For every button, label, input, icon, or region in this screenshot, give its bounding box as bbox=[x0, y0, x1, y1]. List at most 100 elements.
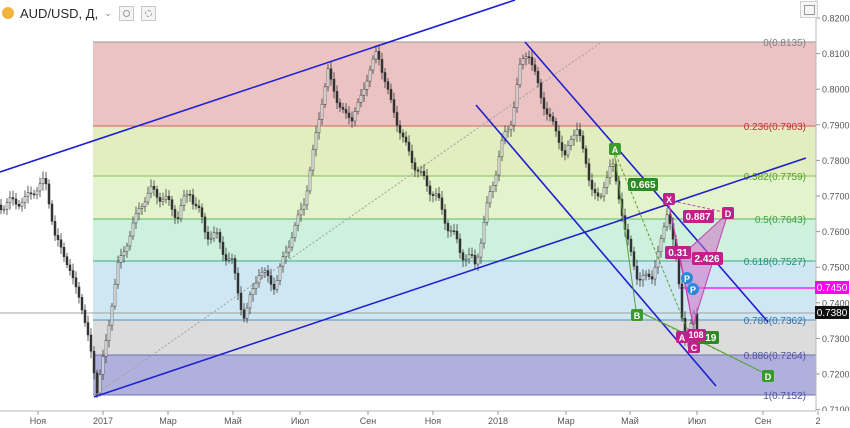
fib-band-0 bbox=[93, 42, 816, 126]
candle-body bbox=[665, 214, 669, 228]
candle-body bbox=[605, 177, 609, 188]
time-tick-label: Мар bbox=[159, 416, 177, 426]
candle-body bbox=[362, 89, 366, 96]
abcd-legs bbox=[613, 149, 769, 376]
candle-body bbox=[635, 266, 639, 280]
settings-icon[interactable] bbox=[140, 5, 156, 21]
candle-body bbox=[473, 255, 477, 265]
ratio-badge-2426 bbox=[692, 252, 723, 265]
candle-body bbox=[359, 94, 363, 103]
harmonic-pattern[interactable] bbox=[667, 199, 730, 326]
candle-body bbox=[290, 237, 294, 248]
candle-body bbox=[275, 280, 279, 290]
candle-body bbox=[509, 124, 513, 131]
candle-body bbox=[14, 198, 18, 205]
candle-body bbox=[485, 202, 489, 223]
candle-body bbox=[0, 204, 3, 211]
candle-body bbox=[596, 192, 600, 197]
candle-body bbox=[68, 264, 72, 271]
candle-body bbox=[656, 251, 660, 268]
candle-body bbox=[602, 187, 606, 197]
harmonic-xd-line bbox=[667, 199, 729, 214]
candle-body bbox=[107, 324, 111, 341]
price-axis[interactable]: 0.8200 0.8100 0.8000 0.7900 0.7800 0.7700 0.76… bbox=[815, 0, 850, 415]
candle-body bbox=[680, 283, 684, 319]
candle-body bbox=[50, 203, 54, 222]
candle-body bbox=[368, 69, 372, 82]
candle-body bbox=[38, 183, 42, 192]
candle-body bbox=[116, 262, 120, 285]
candle-body bbox=[422, 170, 426, 177]
candle-body bbox=[350, 117, 354, 122]
candle-body bbox=[578, 129, 582, 136]
candle-body bbox=[260, 271, 264, 276]
candle-body bbox=[215, 232, 219, 234]
candle-body bbox=[254, 282, 258, 289]
candle-body bbox=[140, 206, 144, 209]
abcd-ratio-line-2 bbox=[635, 309, 769, 376]
candle-body bbox=[626, 229, 630, 240]
symbol-name: AUD/USD bbox=[20, 5, 79, 21]
pattern-marker-p1 bbox=[681, 272, 693, 284]
ratio-badge-31 bbox=[665, 246, 691, 259]
time-tick-label: 2 bbox=[815, 416, 820, 426]
target-price-badge bbox=[815, 281, 849, 294]
candle-body bbox=[581, 135, 585, 149]
candle-body bbox=[377, 51, 381, 60]
lower-channel-line[interactable] bbox=[93, 157, 807, 398]
candle-body bbox=[329, 68, 333, 80]
candle-body bbox=[530, 56, 534, 66]
candle-body bbox=[470, 254, 474, 256]
time-tick-label: Сен bbox=[755, 416, 772, 426]
ratio-31: 0.31 bbox=[668, 248, 688, 259]
upper-channel-line[interactable] bbox=[0, 0, 516, 173]
candle-body bbox=[209, 237, 213, 240]
target-price-badge-text: 0.7450 bbox=[817, 283, 848, 294]
abcd-pattern[interactable] bbox=[613, 149, 769, 376]
candle-body bbox=[521, 58, 525, 65]
candle-body bbox=[539, 82, 543, 99]
candle-body bbox=[32, 193, 36, 196]
fullscreen-icon[interactable] bbox=[800, 1, 818, 18]
point-b-label: B bbox=[634, 311, 641, 321]
candle-body bbox=[221, 241, 225, 255]
candle-body bbox=[695, 313, 699, 331]
candle-body bbox=[431, 194, 435, 196]
candle-body bbox=[233, 258, 237, 274]
candle-body bbox=[137, 207, 141, 214]
candle-body bbox=[584, 148, 588, 164]
candle-body bbox=[296, 214, 300, 226]
candle-body bbox=[599, 195, 603, 198]
candle-body bbox=[356, 102, 360, 112]
fib-label-0: 0(0.8135) bbox=[763, 38, 806, 49]
candle-body bbox=[668, 214, 672, 224]
candle-body bbox=[98, 374, 102, 394]
price-tick-label: 0.7100 bbox=[822, 405, 850, 415]
candle-body bbox=[269, 275, 273, 285]
candle-body bbox=[641, 275, 645, 281]
candle-body bbox=[524, 56, 528, 60]
point-a2-label: A bbox=[679, 333, 686, 343]
candle-body bbox=[440, 197, 444, 210]
fib-label-5: 0.5(0.7643) bbox=[755, 215, 806, 226]
candle-body bbox=[62, 246, 66, 257]
candle-body bbox=[110, 305, 114, 326]
symbol-title[interactable]: AUD/USD, Д, bbox=[20, 5, 99, 21]
time-axis[interactable]: Ноя 2017 Мар Май Июл Сен Ноя 2018 Мар Май Июл Сен 2 bbox=[0, 410, 850, 428]
candle-body bbox=[365, 80, 369, 90]
candle-body bbox=[632, 251, 636, 267]
candle-body bbox=[83, 309, 87, 323]
last-price-badge bbox=[815, 306, 849, 319]
candle-body bbox=[113, 283, 117, 307]
visibility-icon[interactable] bbox=[118, 5, 134, 21]
candle-body bbox=[386, 81, 390, 90]
chevron-down-icon[interactable]: ⌄ bbox=[104, 7, 112, 18]
fib-label-618: 0.618(0.7527) bbox=[744, 257, 806, 268]
pattern-marker-p2 bbox=[687, 283, 699, 295]
harmonic-triangle-2 bbox=[679, 211, 730, 326]
candle-body bbox=[188, 193, 192, 196]
candle-body bbox=[206, 231, 210, 240]
candle-body bbox=[452, 230, 456, 233]
currency-flag-icon bbox=[2, 7, 14, 19]
